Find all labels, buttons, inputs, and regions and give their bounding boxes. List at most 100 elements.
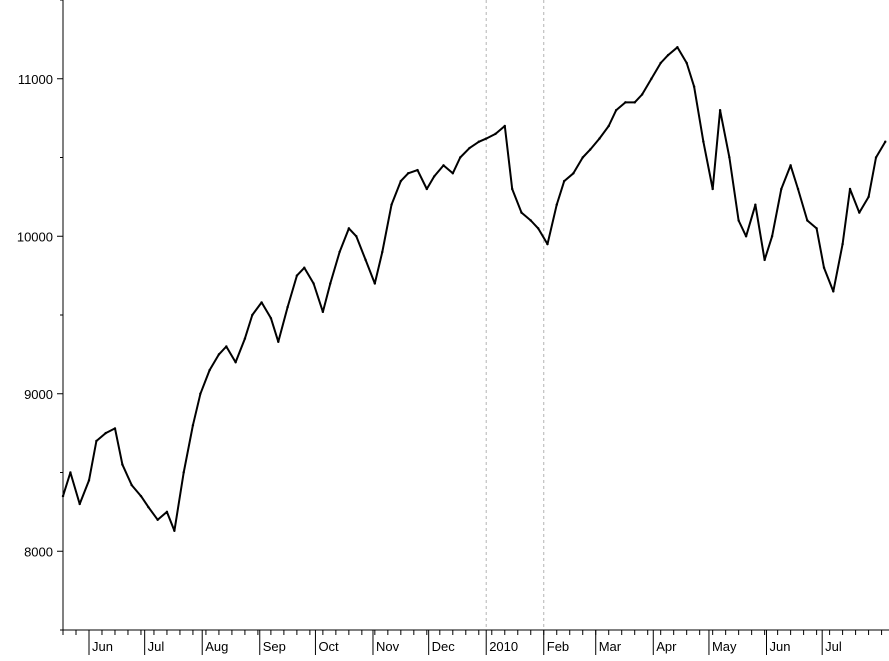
data-point	[763, 258, 766, 262]
data-point	[459, 156, 462, 159]
x-tick-label: Dec	[432, 639, 456, 654]
data-point	[442, 164, 445, 167]
data-point	[130, 483, 133, 487]
data-point	[477, 140, 480, 143]
data-point	[806, 219, 809, 222]
data-point	[685, 61, 688, 65]
data-point	[95, 439, 98, 443]
data-point	[832, 290, 835, 293]
data-point	[165, 510, 169, 514]
data-point	[874, 156, 878, 159]
x-tick-label: Jul	[825, 639, 842, 654]
data-point	[381, 250, 384, 254]
data-point	[598, 137, 601, 140]
data-point	[156, 518, 159, 521]
data-point	[295, 274, 299, 277]
x-tick-label: 2010	[489, 639, 518, 654]
data-point	[858, 211, 861, 214]
data-point	[529, 219, 532, 222]
data-point	[390, 203, 393, 206]
data-point	[433, 175, 436, 178]
data-point	[510, 187, 514, 191]
data-point	[754, 203, 757, 206]
data-point	[546, 242, 549, 246]
data-point	[848, 187, 852, 191]
data-point	[78, 502, 81, 506]
x-tick-label: Feb	[547, 639, 569, 654]
data-point	[718, 109, 722, 112]
data-point	[780, 187, 783, 191]
data-point	[562, 179, 566, 183]
data-point	[711, 187, 714, 191]
y-tick-label: 8000	[24, 544, 53, 559]
data-point	[234, 361, 237, 364]
data-point	[650, 77, 653, 80]
x-tick-label: Oct	[318, 639, 339, 654]
data-point	[139, 494, 143, 498]
data-point	[640, 93, 644, 96]
data-point	[286, 305, 289, 309]
data-point	[494, 132, 497, 136]
data-point	[182, 471, 185, 474]
data-point	[536, 227, 540, 230]
data-point	[199, 392, 202, 395]
data-point	[147, 505, 150, 509]
data-point	[659, 61, 662, 65]
data-point	[607, 124, 610, 128]
data-point	[676, 46, 679, 49]
data-point	[425, 187, 429, 191]
data-point	[243, 337, 247, 340]
data-point	[113, 427, 117, 430]
data-point	[269, 316, 273, 320]
data-point	[217, 353, 221, 356]
data-point	[69, 471, 72, 474]
data-point	[416, 168, 419, 172]
data-point	[87, 479, 91, 482]
data-point	[503, 124, 506, 128]
x-tick-label: Sep	[263, 639, 286, 654]
data-point	[822, 266, 826, 269]
data-point	[737, 219, 740, 222]
data-point	[251, 313, 254, 317]
x-tick-label: Nov	[376, 639, 400, 654]
data-point	[841, 242, 844, 246]
series-layer	[61, 46, 887, 532]
data-point	[581, 156, 584, 159]
data-point	[588, 148, 592, 151]
data-point	[347, 227, 351, 230]
data-point	[614, 109, 618, 112]
data-point	[572, 172, 575, 175]
data-point	[260, 301, 263, 304]
y-tick-label: 11000	[18, 72, 53, 87]
data-point	[692, 85, 696, 88]
data-point	[702, 140, 705, 143]
data-point	[485, 137, 488, 140]
x-tick-label: Jun	[769, 639, 790, 654]
data-point	[373, 282, 377, 285]
x-tick-label: Jul	[148, 639, 165, 654]
data-point	[104, 431, 107, 435]
data-point	[884, 140, 887, 143]
data-point	[303, 266, 306, 269]
x-tick-label: Apr	[656, 639, 677, 654]
x-tick-label: May	[712, 639, 737, 654]
data-point	[329, 282, 332, 285]
data-point	[451, 172, 454, 175]
series-line	[62, 46, 887, 532]
data-point	[355, 235, 358, 238]
data-point	[728, 156, 731, 159]
y-tick-label: 10000	[17, 229, 53, 244]
y-axis: 8000 9000 10000 11000	[17, 0, 63, 631]
data-point	[520, 211, 523, 214]
data-point	[789, 164, 792, 167]
data-point	[666, 53, 670, 57]
data-point	[338, 250, 341, 254]
data-point	[321, 310, 325, 314]
data-point	[796, 187, 800, 191]
data-point	[191, 424, 195, 427]
data-point	[815, 227, 818, 230]
reference-lines	[485, 0, 545, 630]
data-point	[770, 235, 774, 238]
